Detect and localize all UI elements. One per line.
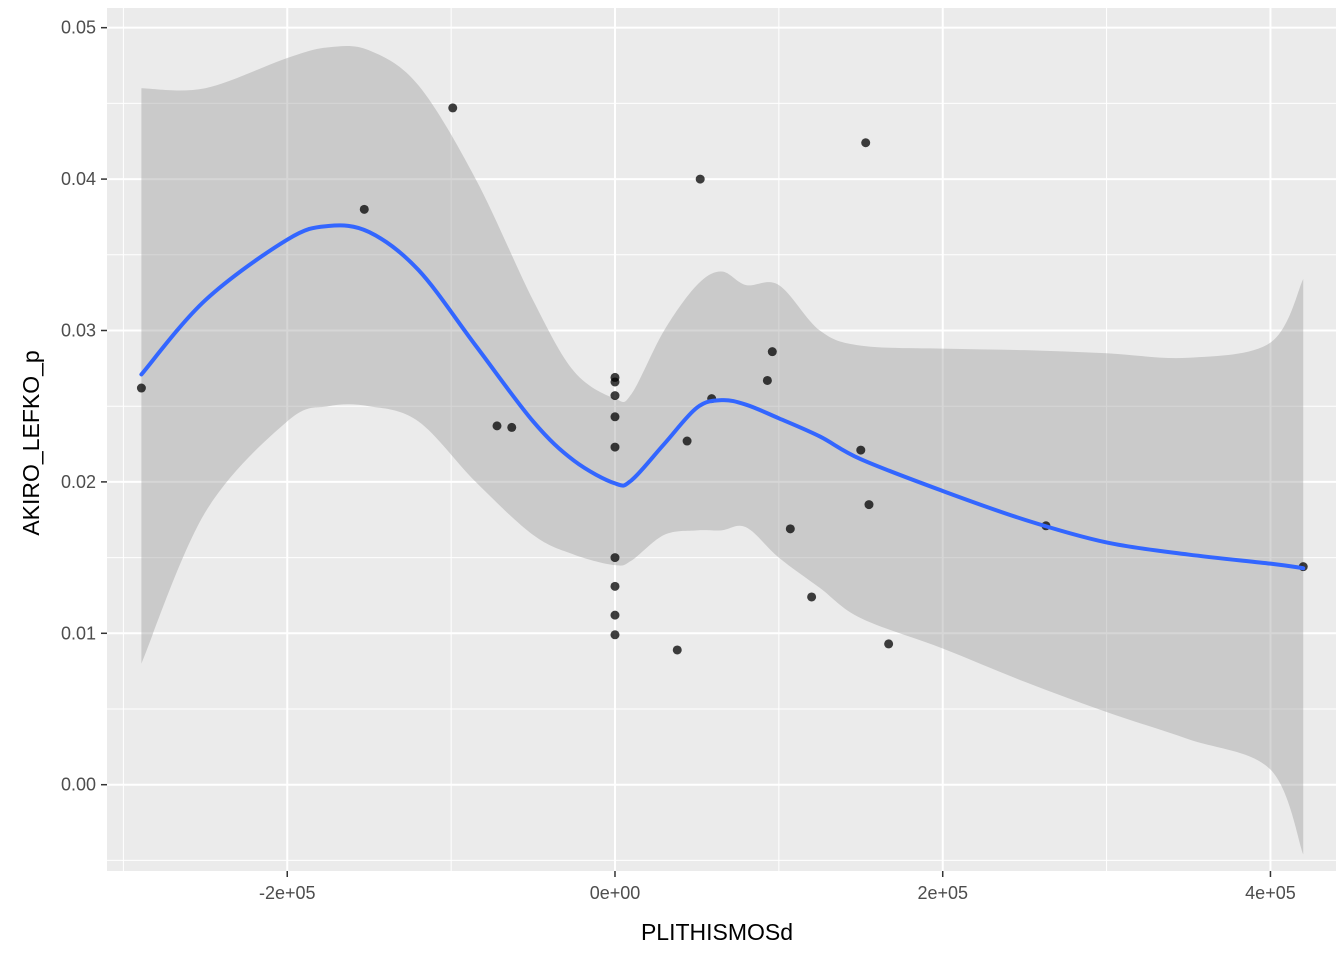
data-point <box>448 103 458 113</box>
y-tick-label: 0.05 <box>61 18 96 38</box>
data-point <box>136 383 146 393</box>
data-point <box>884 639 894 649</box>
data-point <box>610 553 620 563</box>
data-point <box>864 500 874 510</box>
data-point <box>507 422 517 432</box>
data-point <box>695 174 705 184</box>
data-point <box>767 347 777 357</box>
data-point <box>856 445 866 455</box>
y-axis-ticks: 0.00 0.01 0.02 0.03 0.04 0.05 <box>61 18 107 795</box>
data-point <box>861 138 871 148</box>
grid-major <box>107 8 1336 871</box>
data-point <box>762 375 772 385</box>
data-point <box>610 442 620 452</box>
data-point <box>359 204 369 214</box>
x-tick-label: 0e+00 <box>590 883 641 903</box>
y-tick-label: 0.01 <box>61 623 96 643</box>
grid-minor <box>107 8 1336 871</box>
data-point <box>610 377 620 387</box>
data-point <box>682 436 692 446</box>
data-point <box>672 645 682 655</box>
x-axis-ticks: -2e+05 0e+00 2e+05 4e+05 <box>259 871 1296 903</box>
y-tick-label: 0.03 <box>61 320 96 340</box>
x-tick-label: 2e+05 <box>917 883 968 903</box>
panel-background <box>107 8 1336 871</box>
x-tick-label: -2e+05 <box>259 883 316 903</box>
data-point <box>610 581 620 591</box>
smooth-line <box>139 223 1306 571</box>
x-tick-label: 4e+05 <box>1245 883 1296 903</box>
data-point <box>785 524 795 534</box>
y-tick-label: 0.02 <box>61 472 96 492</box>
x-axis-title: PLITHISMOSd <box>641 919 793 945</box>
confidence-ribbon <box>141 46 1304 855</box>
data-point <box>807 592 817 602</box>
y-axis-title: AKIRO_LEFKO_p <box>18 350 44 535</box>
data-point <box>610 630 620 640</box>
y-tick-label: 0.00 <box>61 775 96 795</box>
data-point <box>610 412 620 422</box>
data-point <box>610 391 620 401</box>
y-tick-label: 0.04 <box>61 169 96 189</box>
data-point <box>492 421 502 431</box>
data-point <box>610 610 620 620</box>
